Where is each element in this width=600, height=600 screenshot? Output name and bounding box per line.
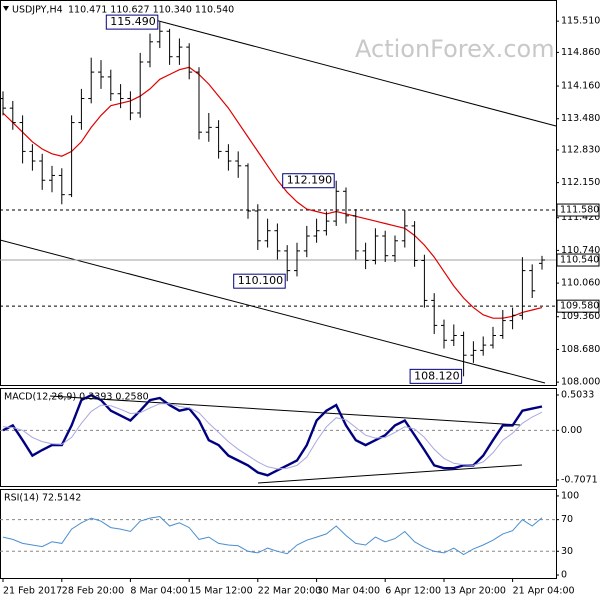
panel-title: MACD(12,26,9) 0.3393 0.2580 xyxy=(4,392,149,403)
panel-frame xyxy=(0,388,557,487)
annotation-label: 112.190 xyxy=(287,174,333,187)
panel-title: RSI(14) 72.5142 xyxy=(4,493,81,504)
level-tag-label: 110.540 xyxy=(560,255,599,266)
y-tick-label: 113.480 xyxy=(561,113,600,124)
y-tick-label: 0.00 xyxy=(561,425,582,436)
panel-frame xyxy=(0,0,557,386)
y-tick-label: 115.510 xyxy=(561,16,600,27)
annotation-box xyxy=(282,173,335,189)
trend-line xyxy=(257,464,523,484)
level-tag-label: 111.580 xyxy=(560,205,599,216)
y-tick-label: 100 xyxy=(561,490,579,501)
chart-subtitle: 110.471 110.627 110.340 110.540 xyxy=(68,5,234,16)
level-tag xyxy=(556,253,600,267)
x-tick-label: 13 Apr 20:00 xyxy=(444,586,506,597)
y-tick-label: 114.160 xyxy=(561,81,600,92)
y-tick-label: 0 xyxy=(561,570,567,581)
moving-average xyxy=(2,66,543,319)
series-line xyxy=(2,393,543,477)
y-tick-label: 112.830 xyxy=(561,144,600,155)
series-line xyxy=(2,515,543,556)
y-tick-label: -0.7071 xyxy=(561,474,598,485)
annotation-label: 110.100 xyxy=(238,274,284,287)
x-tick-label: 28 Feb 20:00 xyxy=(62,586,124,597)
chart-title: USDJPY,H4 xyxy=(12,5,63,16)
y-tick-label: 70 xyxy=(561,514,573,525)
x-tick-label: 6 Apr 12:00 xyxy=(385,586,441,597)
annotation-box xyxy=(105,14,159,30)
panel-frame xyxy=(0,489,557,579)
annotation-box xyxy=(409,368,463,384)
watermark: ActionForex.com xyxy=(355,35,555,63)
y-tick-label: 110.060 xyxy=(561,278,600,289)
annotation-label: 115.490 xyxy=(110,15,156,28)
y-tick-label: 108.000 xyxy=(561,377,600,388)
trend-line xyxy=(49,395,521,426)
x-tick-label: 15 Mar 12:00 xyxy=(189,586,252,597)
y-tick-label: 112.150 xyxy=(561,177,600,188)
x-tick-label: 30 Mar 04:00 xyxy=(317,586,380,597)
level-tag-label: 109.580 xyxy=(560,301,599,312)
level-tag xyxy=(556,299,600,313)
x-tick-label: 21 Apr 04:00 xyxy=(513,586,575,597)
y-tick-label: 0.5033 xyxy=(561,389,594,400)
menu-icon[interactable] xyxy=(3,6,9,11)
annotation-label: 108.120 xyxy=(414,369,460,382)
y-tick-label: 30 xyxy=(561,546,573,557)
x-tick-label: 21 Feb 2017 xyxy=(3,586,62,597)
level-tag xyxy=(556,203,600,217)
y-tick-label: 109.360 xyxy=(561,311,600,322)
y-tick-label: 114.860 xyxy=(561,47,600,58)
y-tick-label: 110.740 xyxy=(561,245,600,256)
annotation-box xyxy=(233,273,286,289)
trend-line xyxy=(0,239,546,384)
trend-line xyxy=(154,19,557,127)
x-tick-label: 8 Mar 04:00 xyxy=(130,586,187,597)
x-tick-label: 22 Mar 20:00 xyxy=(258,586,321,597)
series-line xyxy=(2,403,543,470)
y-tick-label: 111.420 xyxy=(561,212,600,223)
y-tick-label: 108.680 xyxy=(561,344,600,355)
